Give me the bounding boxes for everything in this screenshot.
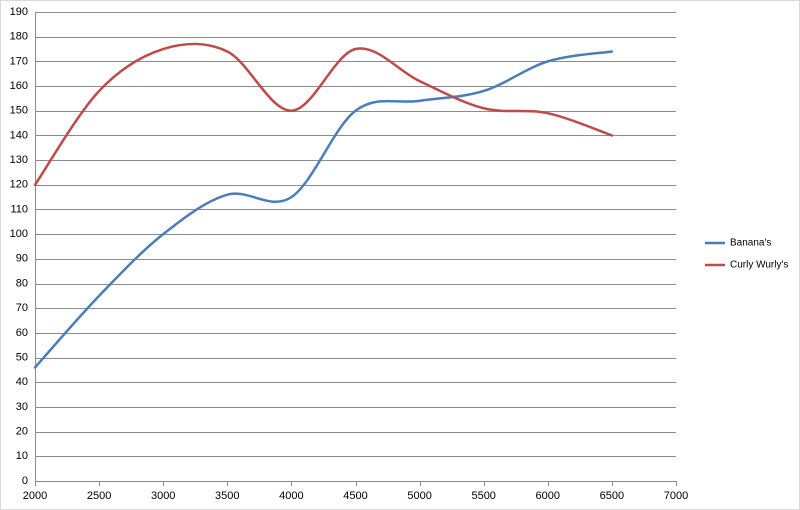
y-tick-label: 10 xyxy=(16,450,28,462)
y-tick-label: 30 xyxy=(16,401,28,413)
y-tick-label: 110 xyxy=(10,203,28,215)
y-tick-label: 170 xyxy=(10,55,28,67)
legend-label: Banana's xyxy=(730,238,771,249)
y-tick-label: 190 xyxy=(10,6,28,18)
y-tick-label: 130 xyxy=(10,154,28,166)
x-tick-label: 6500 xyxy=(600,490,624,502)
series-line xyxy=(33,42,614,187)
y-tick-label: 140 xyxy=(10,129,28,141)
y-tick-label: 20 xyxy=(16,426,28,438)
y-tick-label: 100 xyxy=(10,228,28,240)
y-tick-label: 40 xyxy=(16,376,28,388)
y-tick-label: 70 xyxy=(16,302,28,314)
series-line xyxy=(33,50,614,369)
x-tick-label: 4500 xyxy=(343,490,367,502)
x-tick-label: 2000 xyxy=(23,490,47,502)
x-tick-label: 3000 xyxy=(151,490,175,502)
x-tick-label: 2500 xyxy=(87,490,111,502)
y-tick-label: 120 xyxy=(10,179,28,191)
x-tick-label: 6000 xyxy=(536,490,560,502)
y-tick-label: 0 xyxy=(22,475,28,487)
legend-label: Curly Wurly's xyxy=(730,260,788,271)
y-tick-label: 50 xyxy=(16,351,28,363)
y-tick-label: 160 xyxy=(10,80,28,92)
y-tick-label: 60 xyxy=(16,327,28,339)
y-tick-label: 80 xyxy=(16,277,28,289)
x-tick-label: 5500 xyxy=(471,490,495,502)
x-tick-label: 3500 xyxy=(215,490,239,502)
y-tick-label: 180 xyxy=(10,31,28,43)
x-tick-label: 5000 xyxy=(407,490,431,502)
x-tick-label: 4000 xyxy=(279,490,303,502)
y-tick-label: 90 xyxy=(16,253,28,265)
y-tick-label: 150 xyxy=(10,105,28,117)
x-tick-label: 7000 xyxy=(664,490,688,502)
